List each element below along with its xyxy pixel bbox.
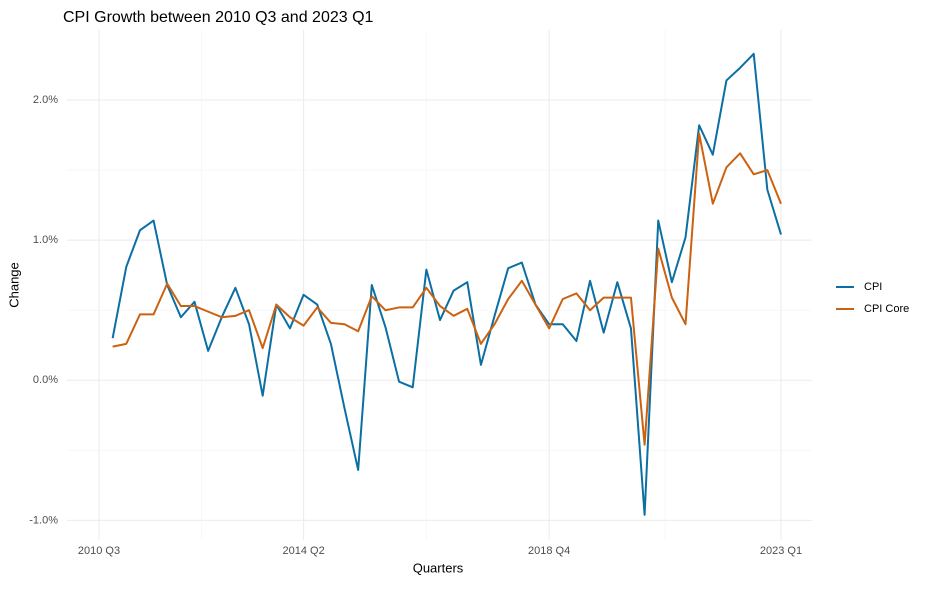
line-series — [111, 52, 782, 516]
legend-label: CPI Core — [864, 303, 909, 315]
x-axis-label: Quarters — [413, 560, 464, 575]
chart-title: CPI Growth between 2010 Q3 and 2023 Q1 — [63, 9, 374, 26]
legend-label: CPI — [864, 281, 882, 293]
y-tick-label: -1.0% — [29, 514, 58, 526]
x-tick-label: 2018 Q4 — [528, 545, 570, 557]
x-tick-label: 2010 Q3 — [78, 545, 120, 557]
line-series — [112, 132, 782, 446]
y-axis-label: Change — [6, 262, 21, 308]
y-tick-label: 2.0% — [33, 94, 58, 106]
x-tick-label: 2023 Q1 — [760, 545, 802, 557]
y-tick-label: 1.0% — [33, 234, 58, 246]
y-tick-label: 0.0% — [33, 374, 58, 386]
x-tick-label: 2014 Q2 — [282, 545, 324, 557]
